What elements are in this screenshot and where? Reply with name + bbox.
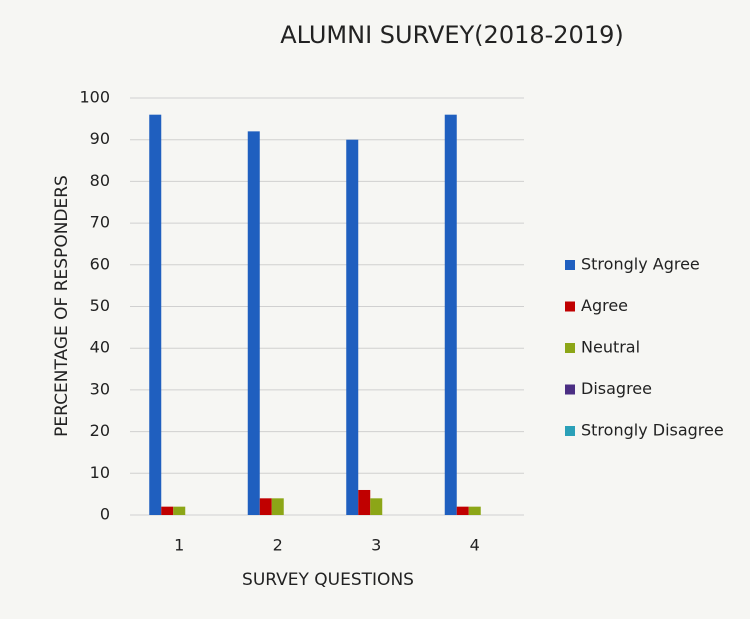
bar — [173, 506, 186, 515]
y-tick-label: 50 — [90, 296, 110, 315]
legend-label: Disagree — [581, 379, 652, 398]
y-tick-label: 60 — [90, 254, 110, 273]
y-tick-label: 100 — [79, 88, 110, 107]
legend-swatch — [565, 260, 575, 270]
y-tick-label: 40 — [90, 338, 110, 357]
bar — [370, 498, 383, 515]
legend-swatch — [565, 301, 575, 312]
x-tick-label: 4 — [470, 536, 480, 555]
bar — [468, 506, 481, 515]
legend-swatch — [565, 343, 575, 353]
y-tick-label: 10 — [90, 463, 110, 482]
y-tick-label: 80 — [90, 171, 110, 190]
x-tick-label: 3 — [371, 536, 381, 555]
bar — [456, 506, 469, 515]
chart-title: ALUMNI SURVEY(2018-2019) — [280, 21, 623, 49]
bar — [271, 498, 284, 515]
bar — [358, 489, 371, 515]
bar — [444, 114, 457, 516]
y-tick-label: 70 — [90, 213, 110, 232]
y-tick-label: 30 — [90, 379, 110, 398]
x-tick-label: 1 — [174, 536, 184, 555]
y-tick-label: 90 — [90, 129, 110, 148]
x-axis-label: SURVEY QUESTIONS — [242, 570, 414, 590]
bar — [259, 498, 272, 515]
bar — [346, 139, 359, 515]
legend-label: Agree — [581, 296, 628, 315]
legend-label: Strongly Agree — [581, 255, 700, 274]
x-tick-label: 2 — [273, 536, 283, 555]
legend-label: Strongly Disagree — [581, 421, 724, 440]
bar — [247, 131, 260, 516]
bar — [149, 114, 162, 516]
legend-label: Neutral — [581, 338, 640, 357]
y-tick-label: 0 — [100, 505, 110, 524]
y-axis-label: PERCENTAGE OF RESPONDERS — [52, 175, 72, 437]
bar — [161, 506, 174, 515]
legend-swatch — [565, 384, 575, 395]
legend-swatch — [565, 426, 575, 436]
y-tick-label: 20 — [90, 421, 110, 440]
